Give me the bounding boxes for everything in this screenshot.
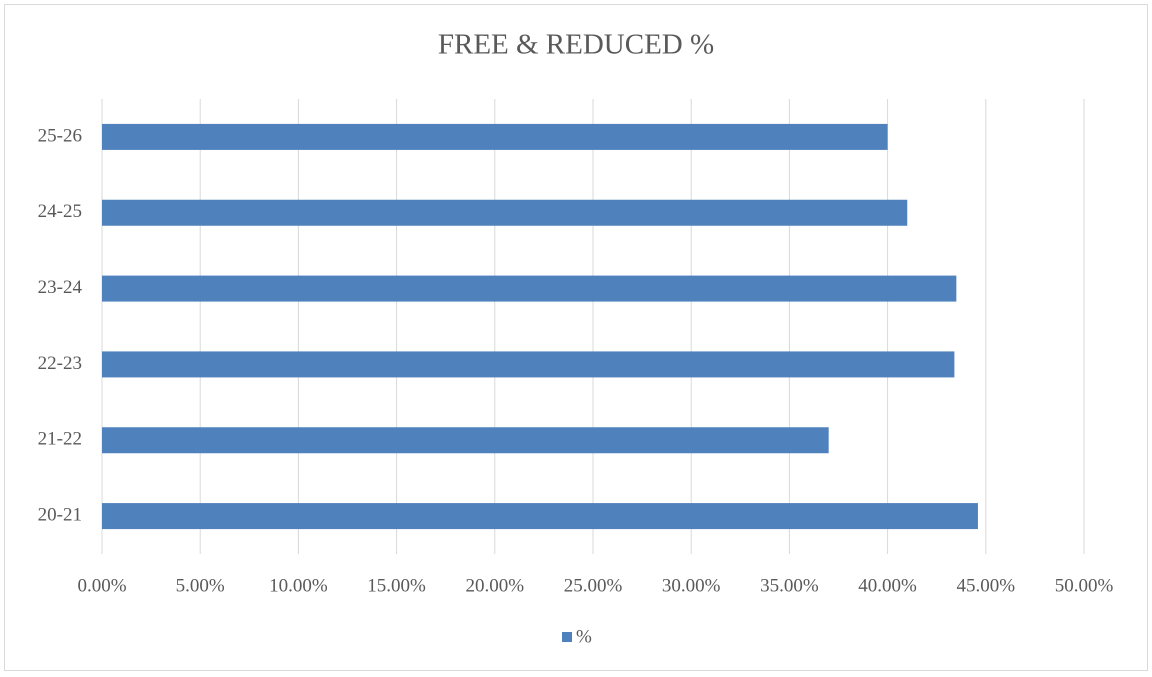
x-tick-label: 5.00% xyxy=(176,575,225,596)
x-tick-label: 25.00% xyxy=(564,575,623,596)
chart-border xyxy=(4,4,1148,671)
y-tick-label: 21-22 xyxy=(38,429,82,450)
chart-title: FREE & REDUCED % xyxy=(438,29,714,61)
y-tick-label: 24-25 xyxy=(38,201,82,222)
y-tick-label: 23-24 xyxy=(38,277,83,298)
legend-swatch xyxy=(562,632,572,642)
x-tick-label: 45.00% xyxy=(957,575,1016,596)
bar xyxy=(102,351,955,378)
bar xyxy=(102,199,908,226)
legend-label: % xyxy=(576,626,592,647)
x-tick-label: 10.00% xyxy=(269,575,328,596)
x-tick-label: 30.00% xyxy=(662,575,721,596)
x-tick-label: 50.00% xyxy=(1055,575,1114,596)
bar xyxy=(102,503,978,530)
x-tick-label: 15.00% xyxy=(367,575,426,596)
x-tick-label: 20.00% xyxy=(466,575,525,596)
bar xyxy=(102,427,829,454)
bar xyxy=(102,123,888,150)
x-tick-label: 0.00% xyxy=(77,575,126,596)
y-tick-label: 22-23 xyxy=(38,353,82,374)
y-tick-label: 20-21 xyxy=(38,504,82,525)
x-tick-label: 40.00% xyxy=(858,575,917,596)
y-tick-label: 25-26 xyxy=(38,125,82,146)
x-tick-label: 35.00% xyxy=(760,575,819,596)
bar xyxy=(102,275,957,302)
